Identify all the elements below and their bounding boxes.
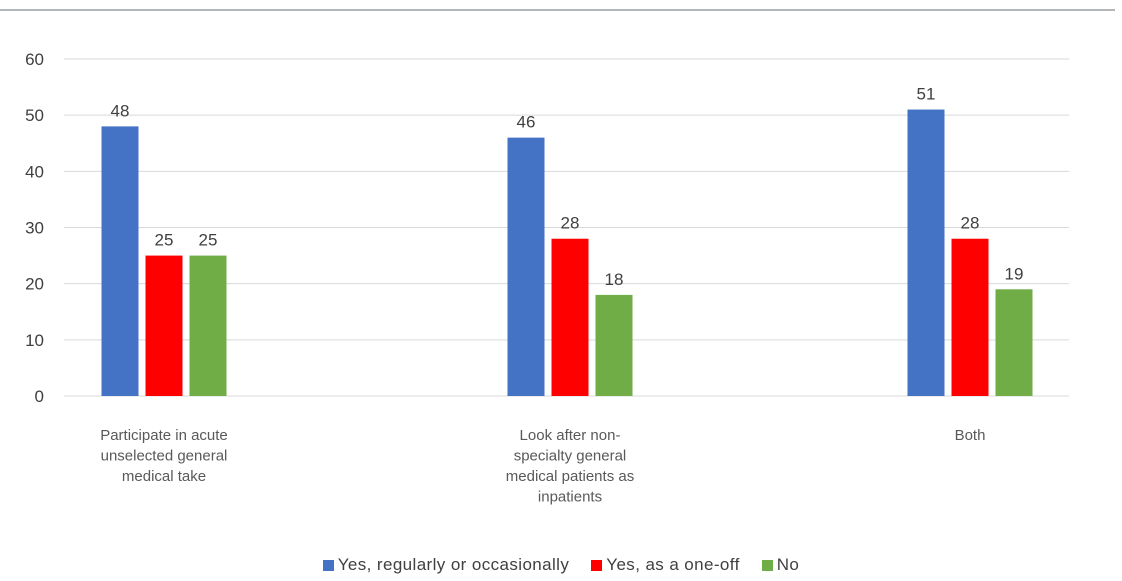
legend-label: Yes, regularly or occasionally <box>337 555 570 574</box>
data-label: 51 <box>917 85 936 104</box>
x-tick-label-line: Look after non- <box>520 427 621 444</box>
legend-label: No <box>776 555 800 574</box>
bar <box>951 238 989 396</box>
legend-swatch <box>322 559 334 571</box>
x-tick-label-line: medical take <box>122 468 206 485</box>
bar <box>101 126 139 397</box>
data-label: 25 <box>155 231 174 250</box>
y-tick-label: 20 <box>25 275 44 294</box>
data-label: 19 <box>1005 264 1024 283</box>
legend-swatch <box>761 559 773 571</box>
x-tick-label-line: medical patients as <box>506 468 634 485</box>
bar <box>907 109 945 397</box>
data-label: 18 <box>605 270 624 289</box>
legend-swatch <box>591 559 603 571</box>
y-tick-label: 10 <box>25 331 44 350</box>
y-tick-label: 60 <box>25 50 44 69</box>
y-tick-label: 40 <box>25 162 44 181</box>
bar <box>507 137 545 396</box>
y-axis: 0 10 20 30 40 50 60 <box>25 50 44 406</box>
bar <box>189 255 227 396</box>
y-tick-label: 50 <box>25 106 44 125</box>
x-tick-label: Participate in acute unselected general me… <box>100 427 228 485</box>
x-tick-label: Both <box>955 427 986 444</box>
gridlines <box>64 58 1069 397</box>
legend-label: Yes, as a one-off <box>606 555 740 574</box>
top-rule <box>0 9 1115 11</box>
bar-chart: 0 10 20 30 40 50 60 48 46 51 25 28 28 25 18 19 Partici… <box>25 50 1069 506</box>
data-label: 28 <box>961 214 980 233</box>
x-tick-label-line: inpatients <box>538 489 602 506</box>
data-label: 48 <box>111 101 130 120</box>
legend: Yes, regularly or occasionally Yes, as a … <box>0 553 1122 577</box>
bar <box>551 238 589 396</box>
bar <box>595 294 633 396</box>
x-tick-label-line: specialty general <box>514 448 627 465</box>
x-tick-label-line: Both <box>955 427 986 444</box>
legend-item: Yes, regularly or occasionally <box>322 555 570 575</box>
legend-item: No <box>761 555 800 575</box>
bars <box>101 109 1033 397</box>
data-label: 25 <box>199 231 218 250</box>
y-tick-label: 30 <box>25 219 44 238</box>
x-tick-label: Look after non-specialty general medical … <box>506 427 634 506</box>
data-label: 28 <box>561 214 580 233</box>
bar <box>145 255 183 396</box>
data-labels: 48 46 51 25 28 28 25 18 19 <box>111 85 1024 289</box>
x-tick-label-line: Participate in acute <box>100 427 228 444</box>
x-axis: Participate in acute unselected general me… <box>100 427 985 506</box>
x-tick-label-line: unselected general <box>101 448 228 465</box>
data-label: 46 <box>517 113 536 132</box>
y-tick-label: 0 <box>35 387 44 406</box>
bar <box>995 289 1033 396</box>
legend-item: Yes, as a one-off <box>591 555 739 575</box>
